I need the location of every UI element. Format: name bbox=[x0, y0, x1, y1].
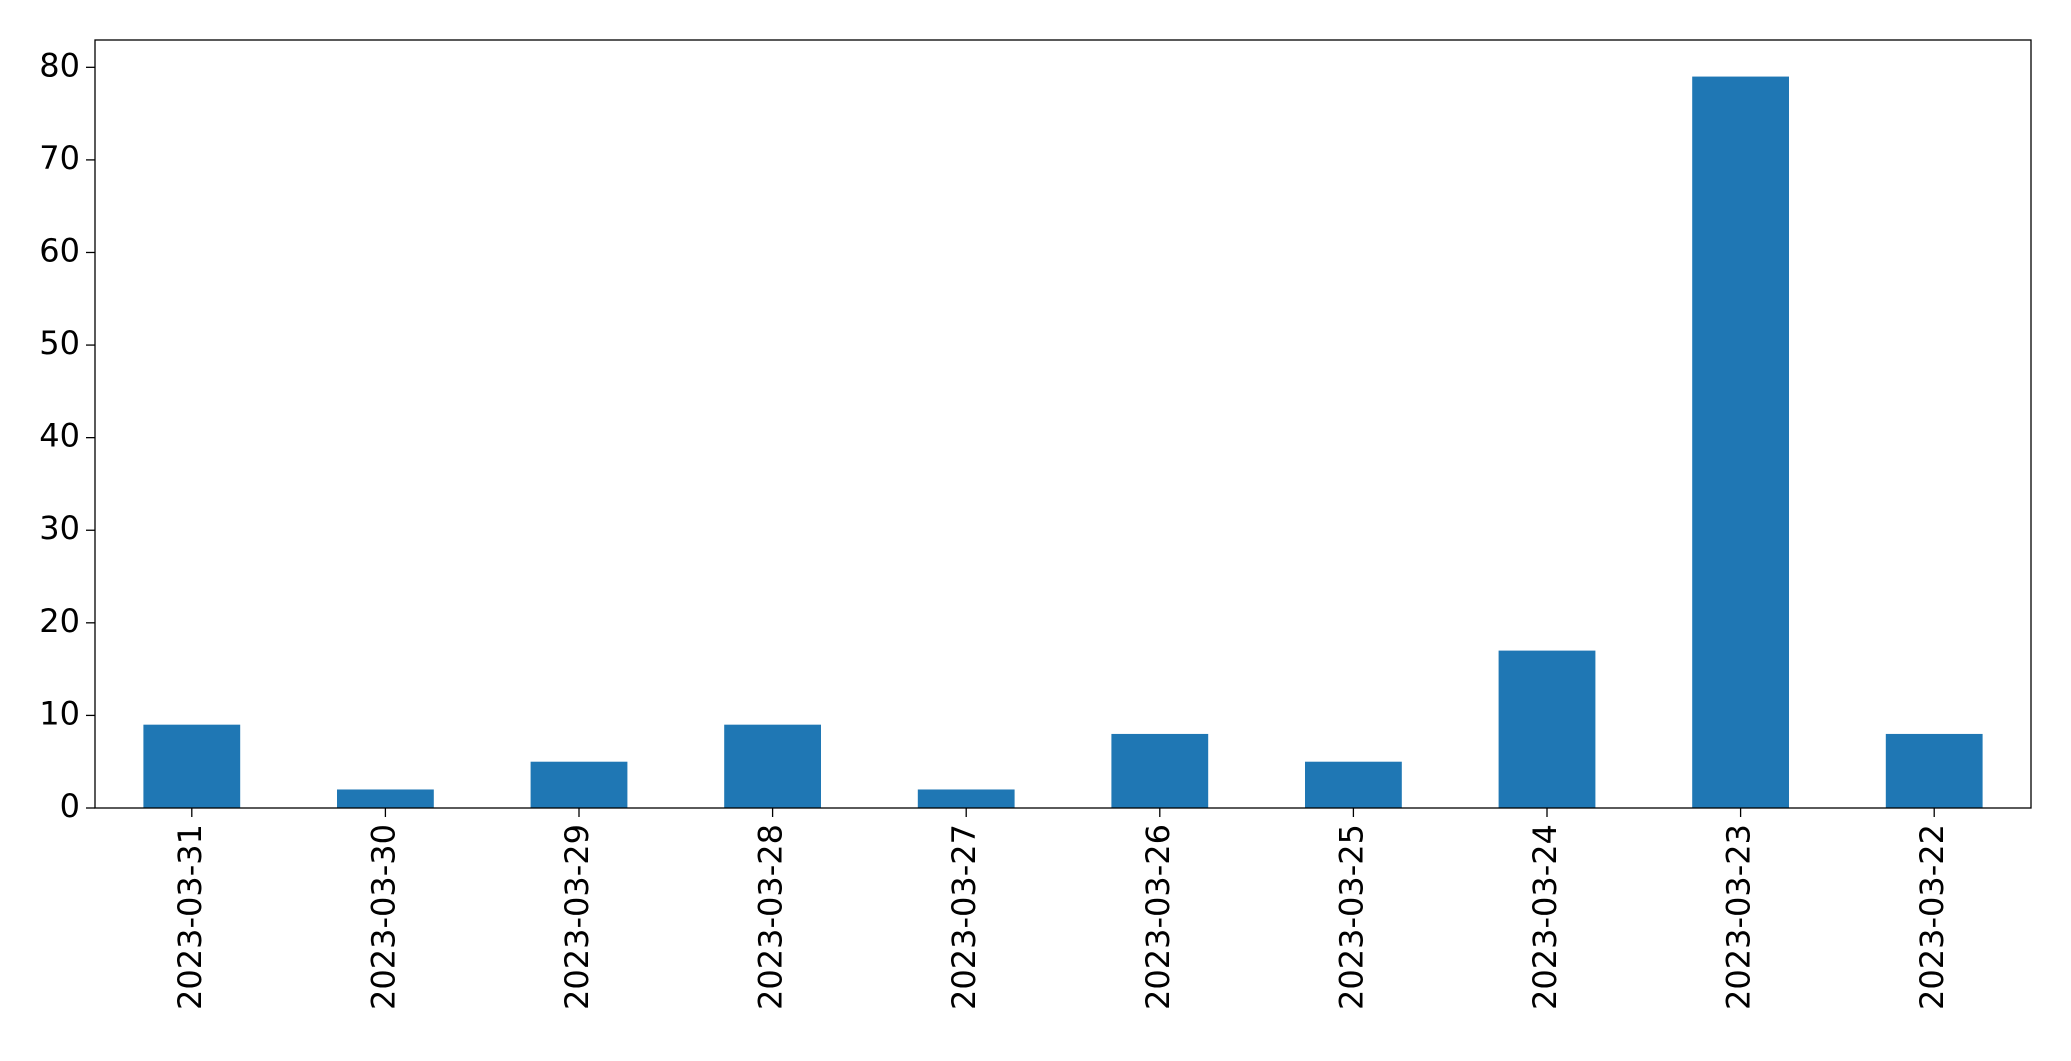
x-tick-label: 2023-03-27 bbox=[945, 824, 983, 1010]
y-tick-label: 40 bbox=[39, 417, 80, 455]
x-tick-label: 2023-03-31 bbox=[171, 824, 209, 1010]
x-tick-label: 2023-03-30 bbox=[364, 824, 402, 1010]
y-tick-label: 70 bbox=[39, 139, 80, 177]
bar bbox=[724, 724, 821, 808]
bar bbox=[337, 789, 434, 808]
bar bbox=[1885, 733, 1983, 808]
y-tick-label: 60 bbox=[39, 231, 80, 269]
y-tick-label: 10 bbox=[39, 694, 80, 732]
y-tick-label: 50 bbox=[39, 324, 80, 362]
bar bbox=[1692, 76, 1789, 809]
x-tick-label: 2023-03-28 bbox=[752, 824, 790, 1010]
bar bbox=[1305, 761, 1402, 808]
y-tick-label: 80 bbox=[39, 46, 80, 84]
plot-frame bbox=[94, 39, 2032, 809]
x-tick-label: 2023-03-22 bbox=[1913, 824, 1951, 1010]
bar bbox=[917, 789, 1015, 808]
y-tick-label: 20 bbox=[39, 602, 80, 640]
y-tick-label: 0 bbox=[60, 787, 80, 825]
bar bbox=[1498, 650, 1596, 808]
bar bbox=[143, 724, 241, 808]
x-tick-label: 2023-03-29 bbox=[558, 824, 596, 1010]
x-tick-label: 2023-03-26 bbox=[1139, 824, 1177, 1010]
y-tick-label: 30 bbox=[39, 509, 80, 547]
x-tick-label: 2023-03-23 bbox=[1720, 824, 1758, 1010]
bar bbox=[530, 761, 628, 808]
x-tick-label: 2023-03-24 bbox=[1526, 824, 1564, 1010]
bar bbox=[1111, 733, 1209, 808]
x-tick-label: 2023-03-25 bbox=[1332, 824, 1370, 1010]
